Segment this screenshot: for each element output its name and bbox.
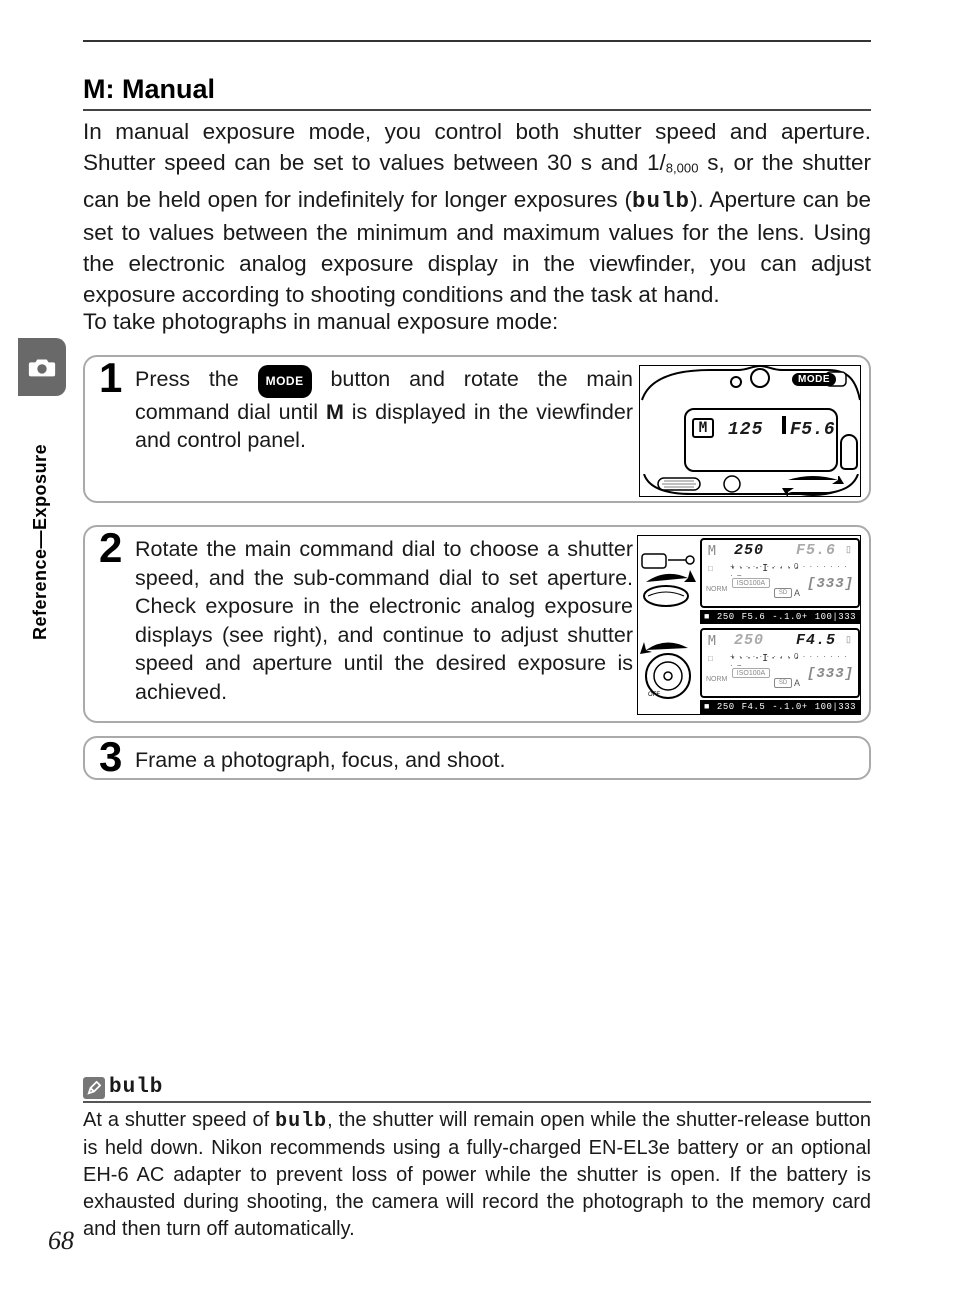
page-number: 68 (48, 1226, 74, 1256)
sub-dial-icon: OFF (640, 642, 698, 700)
viewfinder-strip-b: ■ 250 F4.5 -.1.0+ 100|333 (700, 700, 860, 714)
vfA-aperture: F5.6 (742, 612, 766, 622)
sidebar-tab (18, 338, 66, 396)
panelA-mode: M (708, 544, 716, 559)
illus1-lcd: M 125 F5.6 (684, 408, 838, 472)
mode-button-icon: MODE (258, 365, 312, 398)
step1-m-letter: M (326, 400, 344, 424)
illus2-panel-a: M 250 F5.6 ▯ + · · · · · · · · 0 · · · ·… (700, 538, 860, 608)
step-2-number: 2 (99, 527, 122, 569)
panelB-count: [333] (807, 666, 854, 682)
vfB-icon: ■ (704, 702, 710, 712)
heading-rule (83, 109, 871, 111)
illus2-panel-b: M 250 F4.5 ▯ + · · · · · · · · 0 · · · ·… (700, 628, 860, 698)
step-1-illustration: MODE M 125 F5.6 (639, 365, 861, 497)
illus1-shutter-dial (840, 434, 858, 470)
panelA-af: □ (708, 564, 713, 573)
panelB-iso: ISO100A (732, 668, 770, 678)
step1-text-a: Press the (135, 367, 258, 391)
step-3-box: 3 Frame a photograph, focus, and shoot. (83, 736, 871, 780)
step-3-text: Frame a photograph, focus, and shoot. (135, 746, 855, 775)
fraction-denominator: 8,000 (666, 161, 699, 176)
viewfinder-strip-a: ■ 250 F5.6 -.1.0+ 100|333 (700, 610, 860, 624)
vfB-aperture: F4.5 (742, 702, 766, 712)
vfA-shutter: 250 (717, 612, 735, 622)
fraction-numerator: 1 (647, 150, 660, 175)
main-dial-icon (640, 552, 698, 610)
panelB-af: □ (708, 654, 713, 663)
top-rule (83, 40, 871, 42)
bulb-word: bulb (632, 188, 690, 214)
illus2-row-b: OFF M 250 F4.5 ▯ + · · · · · · · · 0 · ·… (640, 628, 860, 716)
mode-pill-icon: MODE (792, 373, 836, 386)
panelB-sdA: A (794, 678, 800, 688)
panelB-tick: ▯ (846, 634, 851, 645)
panelB-norm: NORM (706, 676, 727, 683)
step-1-text: Press the MODE button and rotate the mai… (135, 365, 633, 455)
illus1-aperture: F5.6 (790, 420, 835, 440)
note-bulb-word: bulb (275, 1110, 327, 1133)
panelB-sd: SD (774, 678, 792, 688)
illus1-mode-pill: MODE (792, 370, 836, 388)
bulb-note: bulb At a shutter speed of bulb, the shu… (83, 1076, 871, 1243)
step-1-number: 1 (99, 357, 122, 399)
panelA-norm: NORM (706, 586, 727, 593)
vfA-meter: -.1.0+ (772, 612, 807, 622)
step-3-number: 3 (99, 736, 122, 778)
step-2-illustration: M 250 F5.6 ▯ + · · · · · · · · 0 · · · ·… (637, 535, 861, 715)
panelA-aperture: F5.6 (796, 542, 836, 559)
intro-paragraph-2: To take photographs in manual exposure m… (83, 306, 871, 337)
bulb-note-body: At a shutter speed of bulb, the shutter … (83, 1107, 871, 1243)
vfA-count: 100|333 (815, 612, 856, 622)
note-text-a: At a shutter speed of (83, 1109, 275, 1131)
illus1-divider (782, 416, 786, 434)
step-1-box: 1 Press the MODE button and rotate the m… (83, 355, 871, 503)
panelA-dots: ····I···· (730, 566, 802, 572)
rotate-arrow-icon (782, 476, 844, 496)
section-heading: M: Manual (83, 74, 871, 109)
sidebar-section-label: Reference—Exposure (30, 420, 54, 640)
panelB-dots: ····I···· (730, 656, 802, 662)
panelA-shutter: 250 (734, 542, 764, 559)
svg-text:OFF: OFF (648, 692, 660, 698)
illus1-shutter: 125 (728, 420, 763, 440)
camera-icon (27, 355, 57, 379)
panelA-sd: SD (774, 588, 792, 598)
vfB-shutter: 250 (717, 702, 735, 712)
vfB-count: 100|333 (815, 702, 856, 712)
panelA-iso: ISO100A (732, 578, 770, 588)
panelA-tick: ▯ (846, 544, 851, 555)
step-2-text: Rotate the main command dial to choose a… (135, 535, 633, 706)
panelB-shutter: 250 (734, 632, 764, 649)
intro-paragraph: In manual exposure mode, you control bot… (83, 116, 871, 310)
pencil-icon (83, 1077, 105, 1099)
bulb-note-title: bulb (109, 1076, 163, 1099)
illus2-row-a: M 250 F5.6 ▯ + · · · · · · · · 0 · · · ·… (640, 538, 860, 626)
panelA-count: [333] (807, 576, 854, 592)
vfB-meter: -.1.0+ (772, 702, 807, 712)
illus1-mode-letter: M (692, 418, 714, 438)
panelB-aperture: F4.5 (796, 632, 836, 649)
bulb-note-header: bulb (83, 1076, 871, 1101)
panelB-mode: M (708, 634, 716, 649)
step-2-box: 2 Rotate the main command dial to choose… (83, 525, 871, 723)
bulb-note-rule (83, 1101, 871, 1103)
vfA-icon: ■ (704, 612, 710, 622)
panelA-sdA: A (794, 588, 800, 598)
